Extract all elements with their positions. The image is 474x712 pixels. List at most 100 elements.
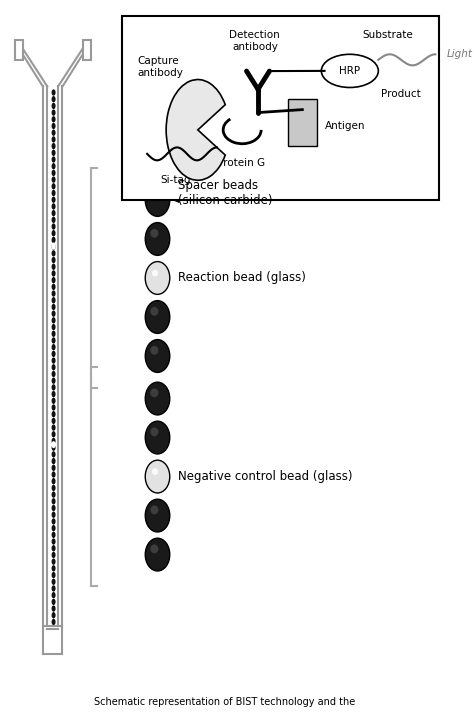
Ellipse shape [150, 506, 158, 514]
Circle shape [52, 418, 55, 424]
Circle shape [52, 169, 55, 176]
Circle shape [52, 525, 55, 531]
Circle shape [52, 545, 55, 551]
Circle shape [52, 558, 55, 565]
Text: Light: Light [447, 49, 473, 59]
Circle shape [52, 357, 55, 364]
Circle shape [52, 585, 55, 592]
Circle shape [52, 150, 55, 156]
Circle shape [52, 458, 55, 464]
Ellipse shape [145, 538, 170, 571]
Circle shape [52, 404, 55, 411]
Circle shape [52, 304, 55, 310]
FancyBboxPatch shape [122, 16, 438, 200]
Ellipse shape [150, 229, 158, 238]
Ellipse shape [145, 382, 170, 415]
Circle shape [52, 136, 55, 142]
Circle shape [52, 364, 55, 370]
Circle shape [52, 478, 55, 484]
Ellipse shape [145, 223, 170, 256]
Circle shape [52, 377, 55, 384]
Circle shape [52, 532, 55, 538]
Circle shape [52, 197, 55, 203]
Ellipse shape [145, 340, 170, 372]
Circle shape [52, 130, 55, 136]
Circle shape [52, 344, 55, 350]
Circle shape [52, 518, 55, 525]
Circle shape [52, 116, 55, 122]
FancyBboxPatch shape [82, 40, 91, 60]
FancyBboxPatch shape [15, 40, 23, 60]
Circle shape [52, 438, 55, 444]
Circle shape [52, 277, 55, 283]
Ellipse shape [152, 468, 158, 475]
Circle shape [51, 441, 56, 448]
Circle shape [52, 110, 55, 116]
Circle shape [52, 324, 55, 330]
Circle shape [52, 89, 55, 95]
Text: Substrate: Substrate [363, 31, 413, 41]
Ellipse shape [150, 545, 158, 553]
Circle shape [52, 384, 55, 391]
Circle shape [52, 190, 55, 197]
Circle shape [52, 183, 55, 189]
Circle shape [52, 471, 55, 478]
Circle shape [51, 243, 56, 250]
Circle shape [52, 498, 55, 505]
Circle shape [52, 397, 55, 404]
Text: Reaction bead (glass): Reaction bead (glass) [178, 271, 305, 285]
Circle shape [52, 538, 55, 545]
Wedge shape [166, 80, 225, 180]
Circle shape [52, 579, 55, 585]
Ellipse shape [150, 190, 158, 199]
Circle shape [52, 283, 55, 290]
Text: Si-tag: Si-tag [160, 175, 191, 185]
Circle shape [52, 263, 55, 270]
Circle shape [52, 411, 55, 417]
Circle shape [52, 310, 55, 317]
Circle shape [52, 511, 55, 518]
Ellipse shape [150, 346, 158, 355]
Text: Protein G: Protein G [217, 157, 265, 167]
Circle shape [52, 290, 55, 297]
Circle shape [52, 619, 55, 625]
Ellipse shape [150, 389, 158, 397]
Circle shape [52, 599, 55, 605]
Ellipse shape [145, 422, 170, 454]
Circle shape [52, 565, 55, 572]
Circle shape [52, 230, 55, 236]
Text: Capture
antibody: Capture antibody [137, 56, 183, 78]
Circle shape [52, 271, 55, 277]
Ellipse shape [145, 184, 170, 216]
Ellipse shape [150, 427, 158, 436]
Circle shape [52, 210, 55, 216]
Circle shape [52, 505, 55, 511]
Ellipse shape [145, 300, 170, 333]
Ellipse shape [150, 307, 158, 315]
Circle shape [52, 337, 55, 344]
Circle shape [52, 244, 55, 250]
Ellipse shape [145, 261, 170, 294]
Circle shape [52, 163, 55, 169]
Text: Spacer beads
(silicon carbide): Spacer beads (silicon carbide) [178, 179, 272, 207]
Ellipse shape [152, 270, 158, 276]
Circle shape [52, 424, 55, 431]
Circle shape [52, 491, 55, 498]
Circle shape [52, 317, 55, 323]
Circle shape [52, 572, 55, 578]
Circle shape [52, 444, 55, 451]
Circle shape [52, 612, 55, 619]
Text: Schematic representation of BIST technology and the: Schematic representation of BIST technol… [94, 697, 355, 707]
Circle shape [52, 465, 55, 471]
Circle shape [52, 257, 55, 263]
Circle shape [52, 391, 55, 397]
Circle shape [52, 431, 55, 437]
Circle shape [52, 297, 55, 303]
Circle shape [52, 203, 55, 209]
Circle shape [52, 371, 55, 377]
Circle shape [52, 224, 55, 230]
Ellipse shape [145, 499, 170, 532]
Text: Product: Product [381, 89, 420, 100]
Circle shape [52, 216, 55, 223]
Circle shape [52, 451, 55, 458]
